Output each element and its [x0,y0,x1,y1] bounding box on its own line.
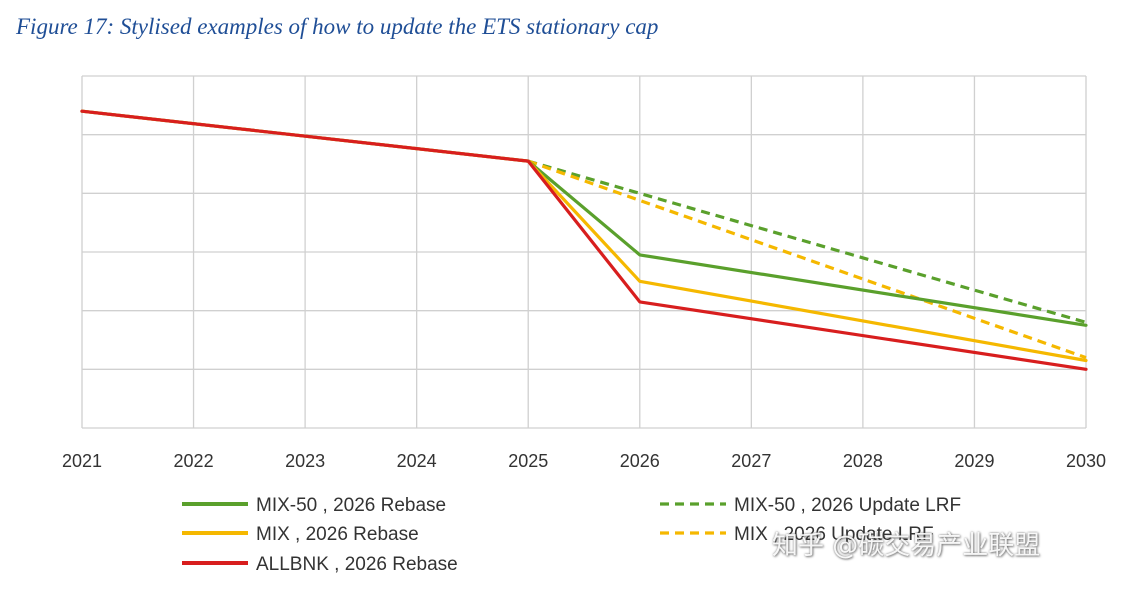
x-tick-label: 2023 [285,451,325,471]
series-line [527,159,1087,324]
legend-label: MIX-50 , 2026 Update LRF [734,495,961,516]
series-line [80,109,1088,327]
legend-label: MIX , 2026 Update LRF [734,524,934,545]
x-tick-label: 2030 [1066,451,1106,471]
x-tick-label: 2026 [620,451,660,471]
x-tick-label: 2029 [954,451,994,471]
legend-label: ALLBNK , 2026 Rebase [256,554,458,575]
x-tick-label: 2022 [174,451,214,471]
x-tick-label: 2024 [397,451,437,471]
series-line [80,109,1088,363]
x-tick-label: 2028 [843,451,883,471]
x-axis-ticks: 2021 2022 2023 2024 2025 2026 2027 2028 2029 2030 [62,451,1106,471]
figure-title: Figure 17: Stylised examples of how to u… [16,14,659,39]
series-lines [80,109,1088,371]
watermark-text: 知乎 @碳交易产业联盟 [772,531,1041,561]
legend: MIX-50 , 2026 Rebase MIX-50 , 2026 Update… [182,495,961,575]
legend-label: MIX-50 , 2026 Rebase [256,495,446,516]
legend-label: MIX , 2026 Rebase [256,524,419,545]
grid-lines [81,75,1087,429]
x-tick-label: 2025 [508,451,548,471]
series-line [527,159,1087,360]
x-tick-label: 2021 [62,451,102,471]
series-line [80,109,1088,371]
x-tick-label: 2027 [731,451,771,471]
